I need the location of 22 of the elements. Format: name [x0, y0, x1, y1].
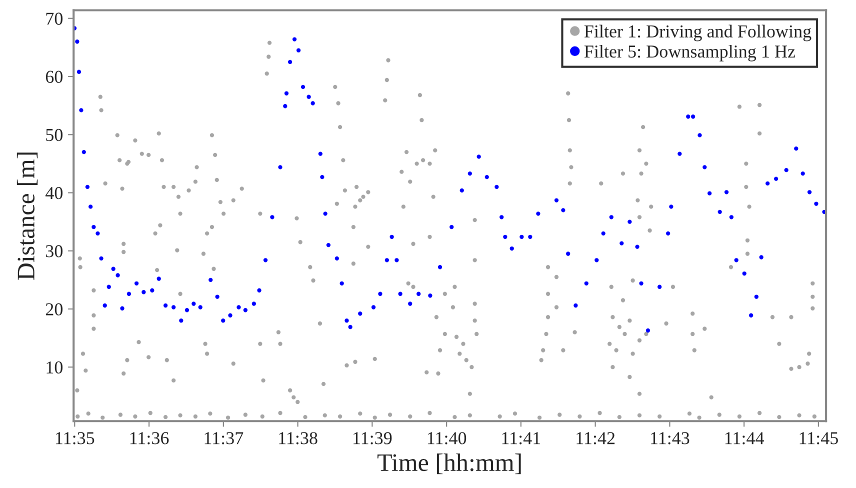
x-tick-label: 11:36 [130, 432, 169, 444]
x-tick-label: 11:37 [204, 432, 244, 444]
y-tick-label: 20 [46, 303, 63, 316]
y-axis-title: Distance [m] [16, 152, 38, 280]
x-tick-label: 11:38 [279, 432, 318, 444]
y-tick-label: 50 [46, 128, 63, 142]
x-tick-label: 11:44 [725, 432, 764, 444]
x-tick-label: 11:40 [428, 432, 466, 444]
legend-label: Filter 1: Driving and Following [584, 24, 812, 42]
x-tick-label: 11:45 [800, 432, 838, 444]
y-tick-label: 70 [46, 12, 63, 25]
x-axis-title: Time [hh:mm] [377, 453, 521, 474]
legend-label: Filter 5: Downsampling 1 Hz [584, 44, 796, 62]
y-tick-label: 30 [46, 245, 63, 258]
x-tick-label: 11:41 [502, 432, 540, 444]
y-tick-label: 40 [45, 186, 63, 200]
x-tick-label: 11:35 [56, 432, 94, 444]
y-tick-label: 60 [46, 70, 63, 83]
x-tick-label: 11:42 [576, 432, 615, 444]
x-tick-label: 11:39 [354, 432, 392, 444]
x-tick-label: 11:43 [651, 432, 690, 444]
y-tick-label: 10 [46, 361, 63, 374]
